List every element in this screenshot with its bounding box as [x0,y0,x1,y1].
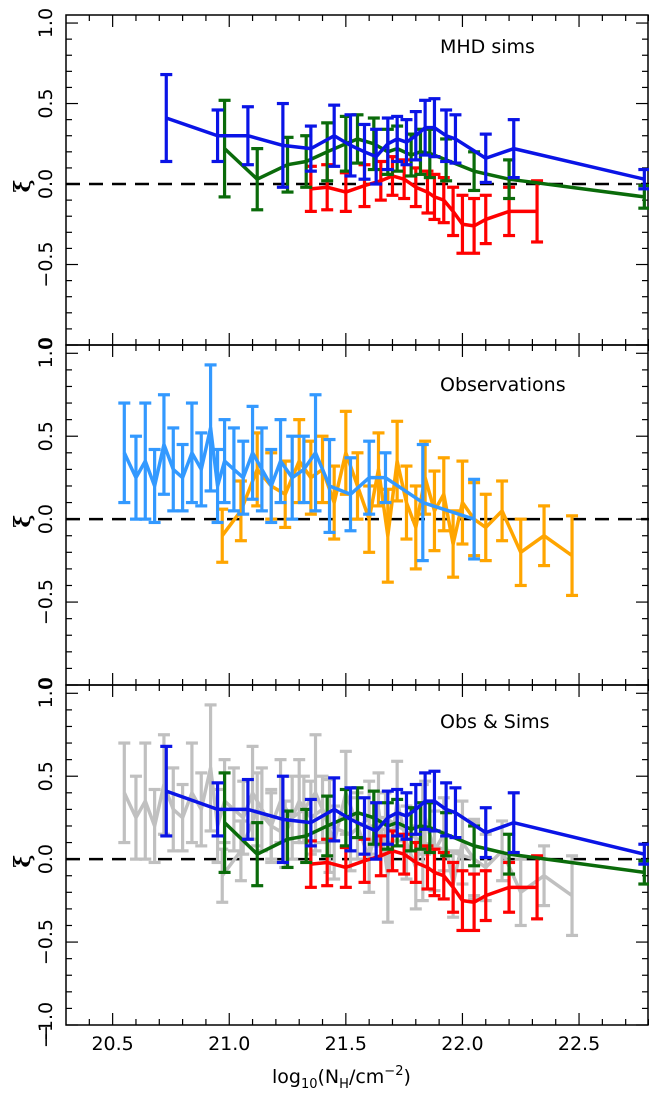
x-tick-label: 21.5 [325,1033,367,1055]
y-tick-label: − [35,1025,57,1041]
panel-annotation: MHD sims [440,36,535,58]
series-2 [160,72,649,191]
y-axis-title: ξ [10,180,36,193]
panel-annotation: Observations [440,374,566,396]
x-axis-title-exp: −2 [384,1064,403,1079]
x-tick-label: 20.5 [91,1033,133,1055]
y-tick-label: 0 [35,677,57,689]
y-tick-label: −0.5 [35,579,57,625]
y-axis-title: ξ [10,515,36,528]
x-tick-label: 22.0 [441,1033,483,1055]
y-tick-label: 0.0 [35,169,57,199]
x-tick-label: 21.0 [208,1033,250,1055]
plot-frame [65,14,649,346]
plot-frame [65,684,649,1026]
y-tick-label: 0.0 [35,504,57,534]
x-axis-title-unit: /cm [349,1066,384,1088]
x-tick-label: 22.5 [558,1033,600,1055]
y-tick-label: −0.5 [35,241,57,287]
y-tick-label: 0 [35,337,57,349]
y-tick-label: 0.0 [35,844,57,874]
y-tick-label: 1.0 [35,8,57,38]
y-tick-label: 1.0 [35,338,57,368]
panel-top: −0.5 0.0 0.5 1.0 0 ξ MHD sims [10,8,649,349]
y-tick-label: −0.5 [35,919,57,965]
x-axis-title-nsub: H [339,1077,349,1092]
y-tick-label: 0.5 [35,88,57,118]
y-tick-label: 1.0 [35,678,57,708]
series-2 [304,829,544,933]
y-tick-label: −1.0 [35,1002,57,1048]
panel-bottom: −1.0 −0.5 0.0 0.5 1.0 − ξ Obs & Sims 20.5 21.0 21.… [10,678,649,1055]
panel-annotation: Obs & Sims [440,711,550,733]
x-axis-title-log: log [272,1066,301,1088]
y-axis-title: ξ [10,855,36,868]
series-4 [160,744,649,866]
series-1 [118,363,481,563]
y-tick-label: 0.5 [35,421,57,451]
x-axis-title-sub: 10 [301,1077,318,1092]
y-tick-label: 0.5 [35,761,57,791]
x-axis-title: log10(NH/cm−2) [272,1064,411,1092]
x-axis-title-paren: (N [318,1066,340,1088]
x-axis-title-close: ) [403,1066,410,1088]
